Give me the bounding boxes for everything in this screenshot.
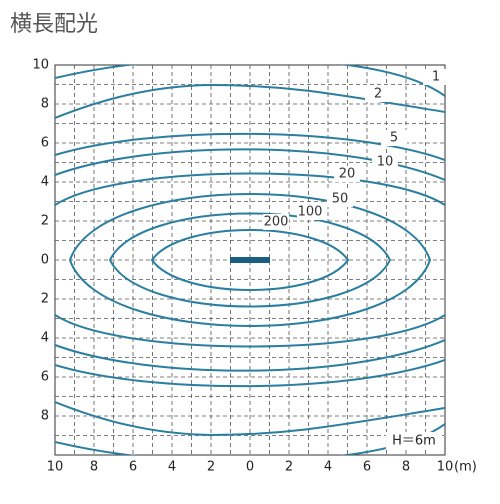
grid	[55, 65, 445, 455]
y-tick-label: 8	[41, 409, 49, 424]
y-tick-label: 8	[41, 97, 49, 112]
contour-label: 5	[390, 131, 398, 146]
x-tick-label: 6	[129, 460, 137, 475]
y-tick-label: 0	[41, 253, 49, 268]
x-unit: (m)	[454, 460, 477, 475]
contour-label: 2	[374, 87, 382, 102]
x-tick-label: 2	[207, 460, 215, 475]
contour	[150, 229, 350, 291]
y-tick-label: 2	[41, 214, 49, 229]
y-tick-label: 4	[41, 331, 49, 346]
contours	[55, 65, 445, 455]
contour-label: 200	[264, 215, 289, 230]
x-tick-label: 10	[437, 460, 454, 475]
y-tick-label: 6	[41, 136, 49, 151]
contour	[55, 65, 445, 455]
contour-label-bg	[263, 214, 289, 230]
contour-label-bg	[423, 69, 449, 85]
contour-label: 20	[339, 167, 356, 182]
y-tick-label: 6	[41, 370, 49, 385]
contour-label: 10	[377, 155, 394, 170]
x-tick-label: 8	[90, 460, 98, 475]
contour-label: 50	[332, 192, 349, 207]
x-tick-label: 0	[246, 460, 254, 475]
y-tick-label: 2	[41, 292, 49, 307]
contour-label-bg	[372, 154, 398, 170]
y-tick-label: 10	[32, 58, 49, 73]
contour-label: 1	[432, 70, 440, 85]
title: 横長配光	[10, 12, 98, 37]
contour-label-bg	[297, 204, 323, 220]
contour-label-bg	[327, 191, 353, 207]
x-tick-label: 2	[285, 460, 293, 475]
contour	[108, 212, 392, 308]
y-tick-label: 4	[41, 175, 49, 190]
note-bg	[386, 432, 442, 450]
x-tick-label: 4	[168, 460, 176, 475]
x-tick-label: 6	[363, 460, 371, 475]
contour-label-bg	[365, 86, 391, 102]
contour	[55, 132, 445, 388]
contour-label: 100	[298, 205, 323, 220]
lamp	[230, 257, 270, 263]
x-tick-label: 4	[324, 460, 332, 475]
contour	[55, 172, 445, 348]
contour-label-bg	[334, 166, 360, 182]
contour	[55, 148, 445, 372]
contour	[68, 193, 432, 327]
x-tick-label: 8	[402, 460, 410, 475]
x-tick-label: 10	[47, 460, 64, 475]
contour-label-bg	[381, 130, 407, 146]
note: H＝6m	[392, 434, 436, 449]
